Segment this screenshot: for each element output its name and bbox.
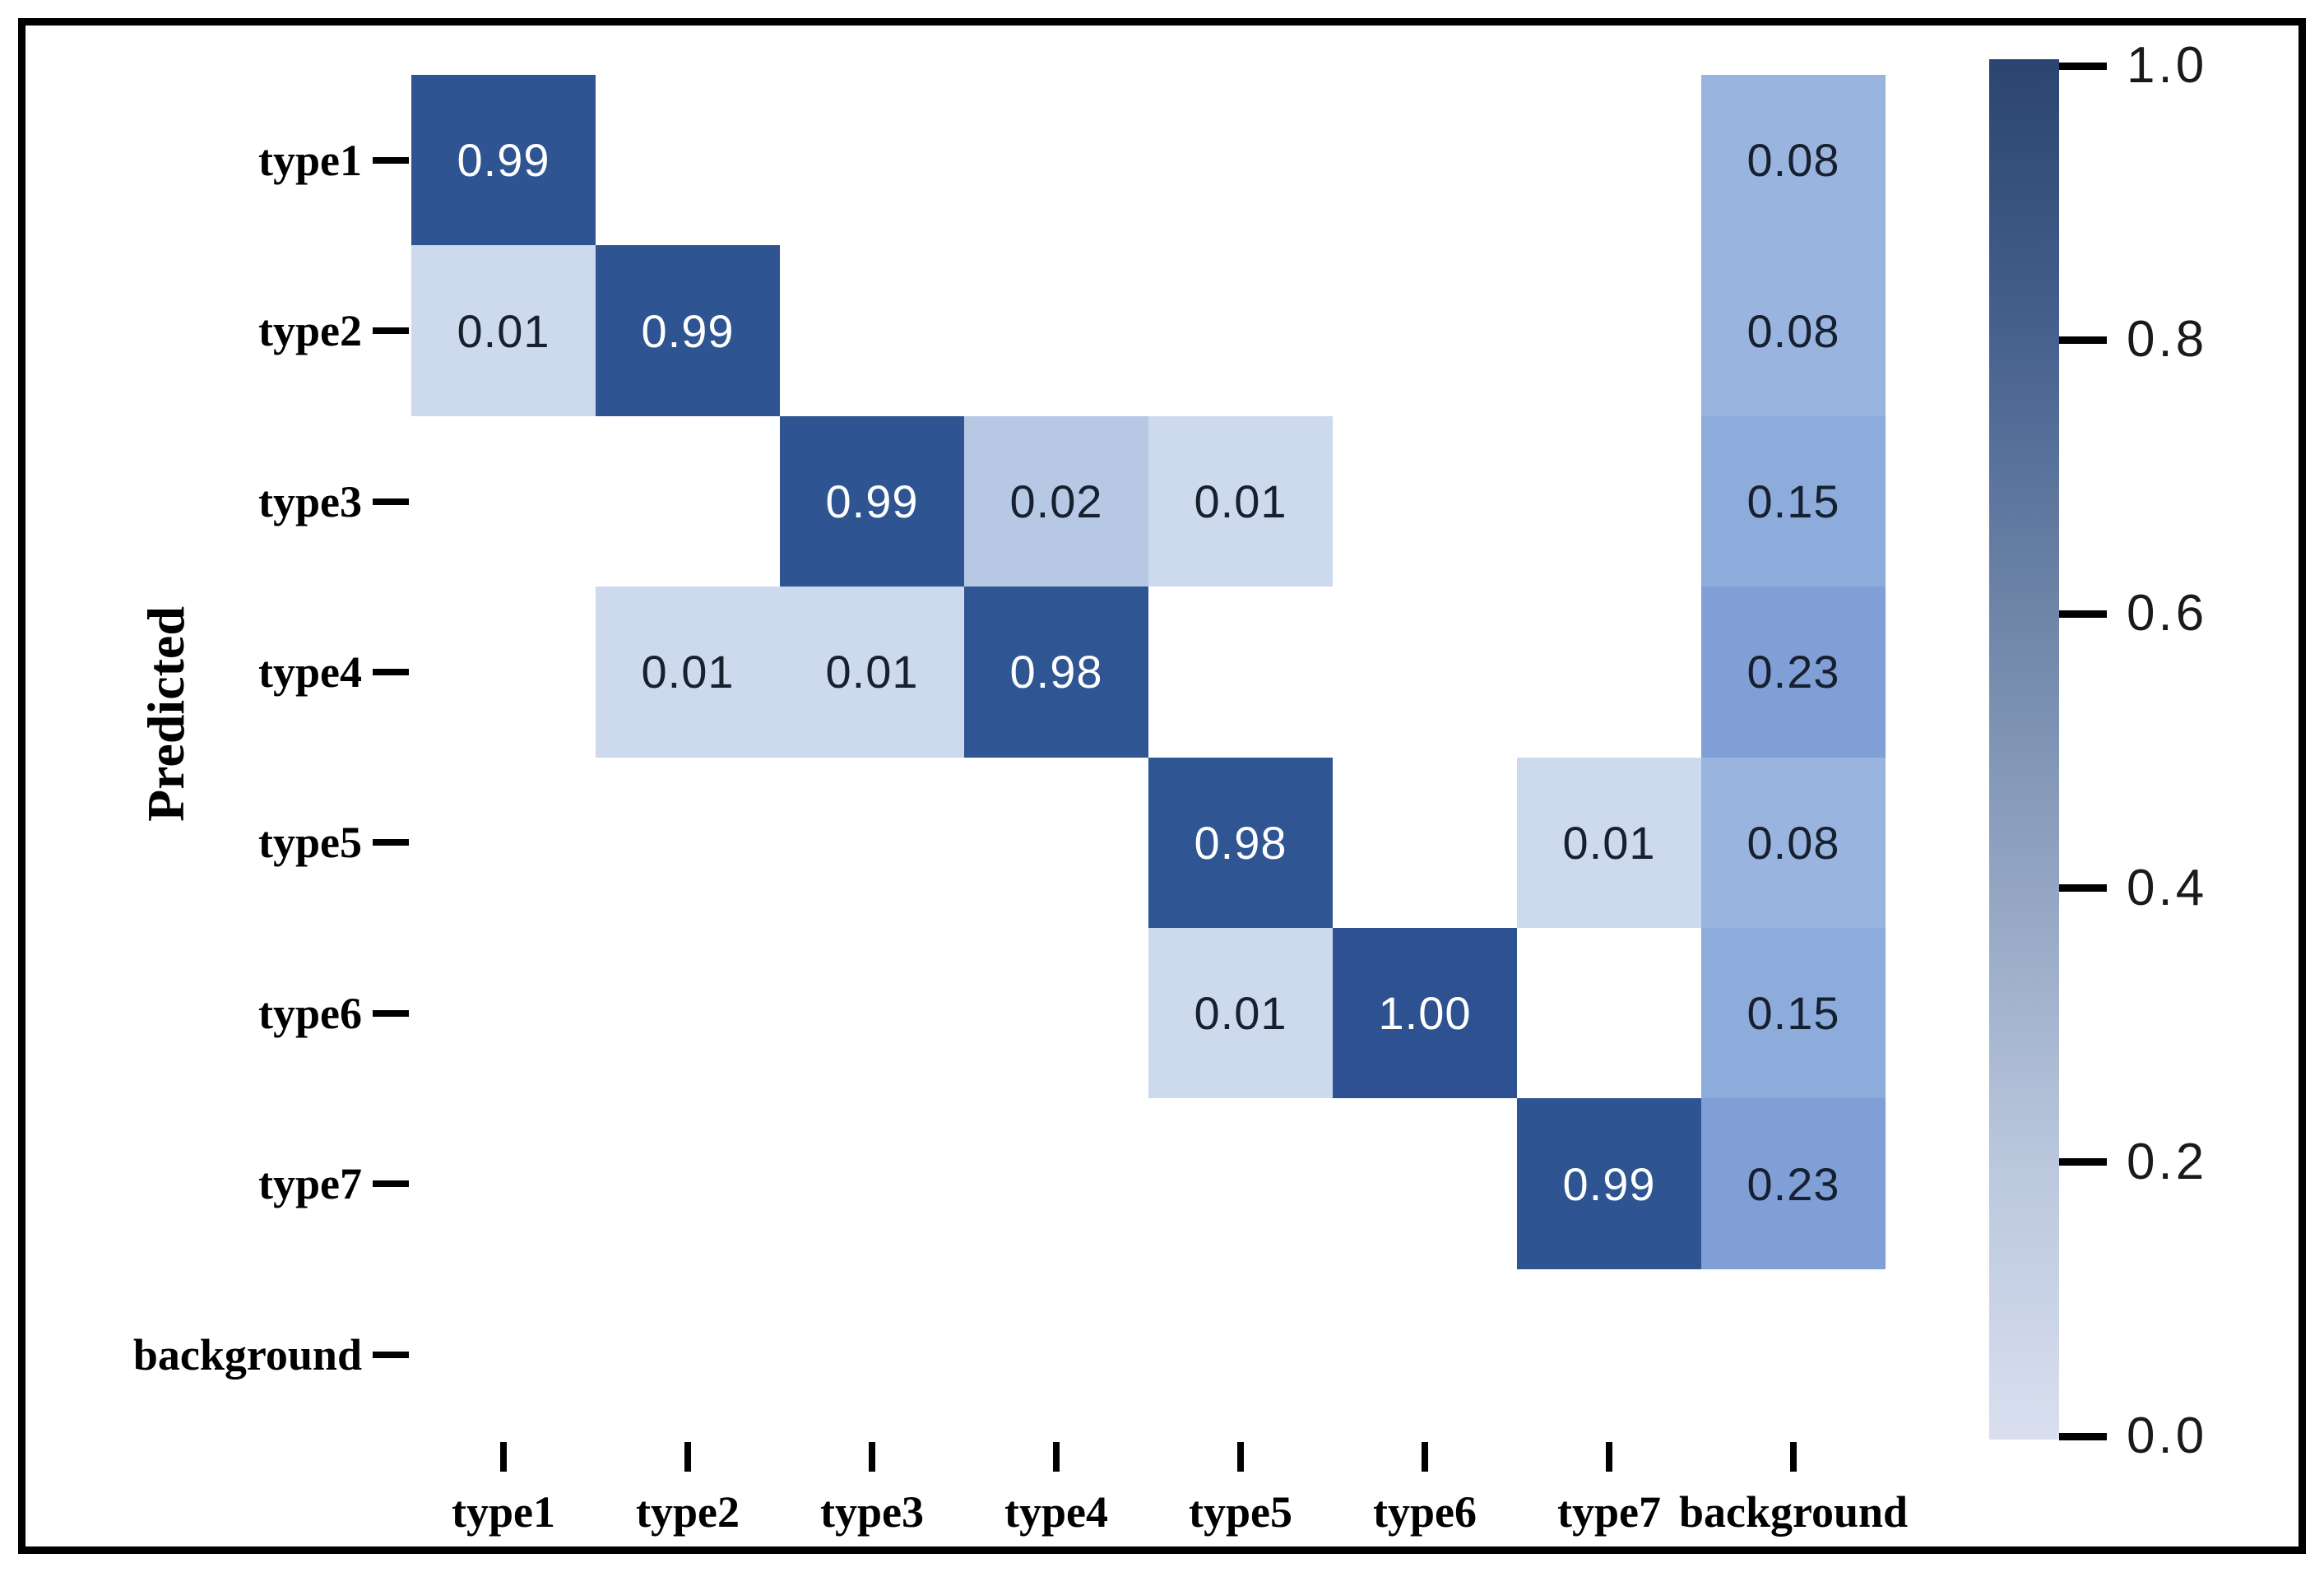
- y-tick-type1: [373, 156, 409, 164]
- x-tick-type5: [1237, 1442, 1244, 1472]
- cell-type2-background: 0.08: [1701, 245, 1886, 416]
- cell-type2-type2: 0.99: [596, 245, 780, 416]
- x-axis-label-type7: type7: [1557, 1487, 1661, 1537]
- cell-type4-type2: 0.01: [596, 587, 780, 758]
- colorbar-tick-1.0: [2059, 62, 2107, 70]
- colorbar-gradient: [1989, 59, 2059, 1440]
- colorbar: [1989, 59, 2059, 1440]
- colorbar-tick-label-0.2: 0.2: [2127, 1133, 2208, 1190]
- x-tick-type1: [500, 1442, 507, 1472]
- colorbar-tick-label-0.4: 0.4: [2127, 859, 2208, 916]
- colorbar-tick-0.8: [2059, 336, 2107, 344]
- colorbar-tick-0.6: [2059, 610, 2107, 618]
- x-tick-type6: [1422, 1442, 1428, 1472]
- x-axis-label-type6: type6: [1373, 1487, 1477, 1537]
- cell-type4-background: 0.23: [1701, 587, 1886, 758]
- y-axis-label-type1: type1: [258, 135, 362, 185]
- cell-type4-type3: 0.01: [780, 587, 964, 758]
- y-axis-label-type7: type7: [258, 1159, 362, 1209]
- y-tick-type2: [373, 327, 409, 335]
- x-axis-label-type3: type3: [820, 1487, 924, 1537]
- x-axis-label-background: background: [1678, 1487, 1909, 1537]
- cell-type1-type1: 0.99: [411, 75, 596, 246]
- x-tick-type3: [869, 1442, 875, 1472]
- y-axis-label-type2: type2: [258, 306, 362, 356]
- y-tick-type3: [373, 498, 409, 505]
- colorbar-tick-0.4: [2059, 884, 2107, 893]
- colorbar-tick-label-0.0: 0.0: [2127, 1407, 2208, 1464]
- x-axis-label-type1: type1: [452, 1487, 555, 1537]
- cell-type3-type5: 0.01: [1148, 415, 1333, 587]
- x-axis-label-type4: type4: [1004, 1487, 1108, 1537]
- cell-type3-type3: 0.99: [780, 415, 964, 587]
- y-axis-label-background: background: [132, 1329, 362, 1380]
- y-tick-type7: [373, 1180, 409, 1188]
- x-tick-type2: [684, 1442, 691, 1472]
- colorbar-tick-0.0: [2059, 1432, 2107, 1440]
- y-tick-type4: [373, 668, 409, 675]
- colorbar-tick-label-0.8: 0.8: [2127, 311, 2208, 369]
- x-axis-label-type2: type2: [636, 1487, 740, 1537]
- y-axis-label-type4: type4: [258, 647, 362, 697]
- x-tick-background: [1790, 1442, 1797, 1472]
- x-axis-label-type5: type5: [1189, 1487, 1292, 1537]
- colorbar-tick-0.2: [2059, 1158, 2107, 1166]
- cell-type6-type6: 1.00: [1333, 928, 1517, 1099]
- x-tick-type4: [1053, 1442, 1060, 1472]
- cell-type6-background: 0.15: [1701, 928, 1886, 1099]
- y-axis-label-type5: type5: [258, 818, 362, 868]
- cell-type5-type5: 0.98: [1148, 757, 1333, 928]
- cell-type3-type4: 0.02: [964, 415, 1148, 587]
- cell-type4-type4: 0.98: [964, 587, 1148, 758]
- cell-type3-background: 0.15: [1701, 415, 1886, 587]
- colorbar-tick-label-0.6: 0.6: [2127, 585, 2208, 642]
- x-tick-type7: [1606, 1442, 1612, 1472]
- cell-type7-background: 0.23: [1701, 1098, 1886, 1269]
- cell-type7-type7: 0.99: [1517, 1098, 1701, 1269]
- cell-type2-type1: 0.01: [411, 245, 596, 416]
- y-tick-background: [373, 1351, 409, 1358]
- cell-type5-background: 0.08: [1701, 757, 1886, 928]
- cell-type1-background: 0.08: [1701, 75, 1886, 246]
- y-tick-type5: [373, 839, 409, 846]
- y-tick-type6: [373, 1009, 409, 1017]
- y-axis-label-type6: type6: [258, 988, 362, 1038]
- cell-type6-type5: 0.01: [1148, 928, 1333, 1099]
- cell-type5-type7: 0.01: [1517, 757, 1701, 928]
- colorbar-tick-label-1.0: 1.0: [2127, 37, 2208, 94]
- y-axis-label-type3: type3: [258, 476, 362, 526]
